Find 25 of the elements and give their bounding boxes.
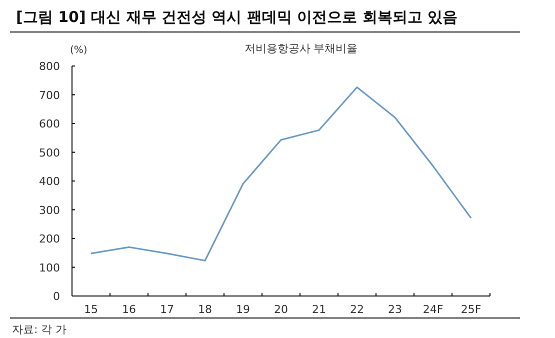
y-tick-label: 700 (39, 88, 60, 102)
text: 자료: 각 가 (12, 323, 67, 336)
text: 저비용항공사 부채비율 (244, 42, 358, 55)
line-series (90, 86, 472, 262)
x-tick-label: 19 (236, 303, 250, 316)
y-axis-title: (%) (70, 45, 88, 56)
y-tick-label: 100 (39, 261, 60, 274)
x-tick-label: 17 (160, 303, 174, 316)
y-tick-label: 800 (39, 60, 60, 73)
x-tick-label: 20 (274, 303, 288, 316)
y-tick-label: 300 (39, 204, 60, 217)
x-tick-label: 25F (460, 303, 482, 316)
y-tick-label: 600 (39, 118, 60, 130)
y-tick-label: 200 (39, 232, 60, 246)
x-tick-label: 15 (84, 303, 98, 316)
x-tick-label: 24F (422, 303, 444, 316)
y-tick-label: 0 (53, 290, 60, 303)
x-tick-label: 22 (350, 303, 364, 316)
x-tick-label: 23 (388, 303, 402, 316)
y-tick-label: 400 (39, 175, 60, 188)
x-tick-label: 16 (122, 303, 136, 316)
y-tick-label: 500 (39, 146, 60, 160)
chart-title: [그림 10] 대신 재무 건전성 역시 팬데믹 이전으로 회복되고 있음 (16, 8, 458, 26)
x-tick-label: 21 (312, 303, 326, 316)
x-tick-label: 18 (198, 303, 212, 316)
